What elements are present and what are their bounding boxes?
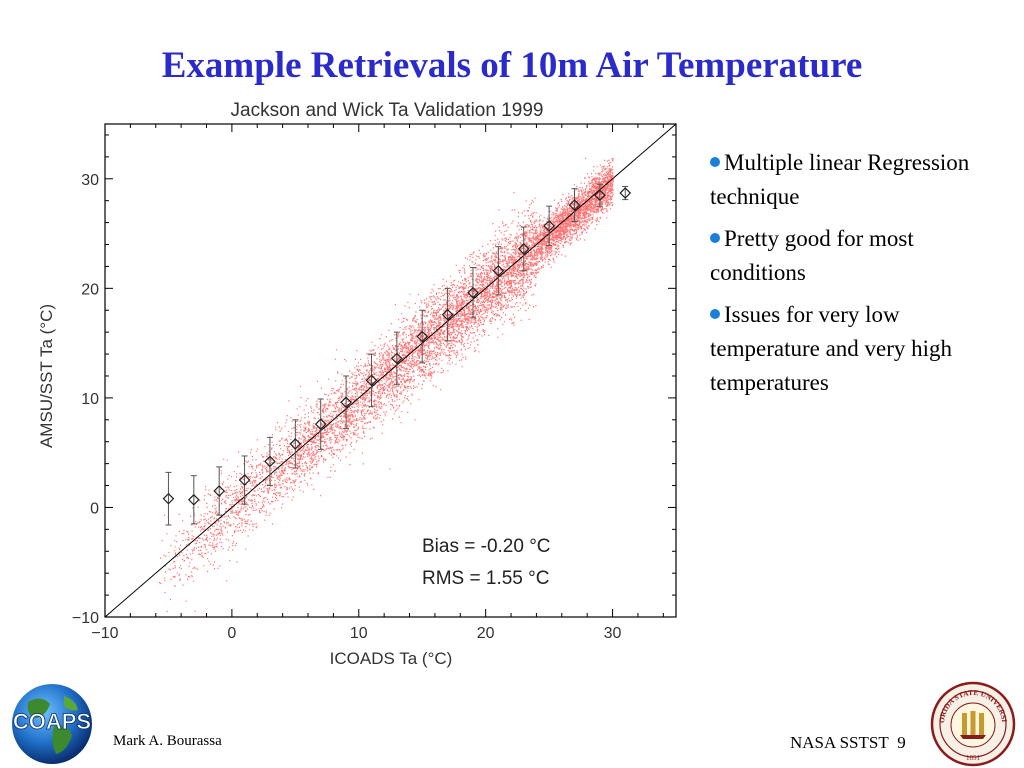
mean-marker [568, 199, 581, 211]
event-name: NASA SSTST [790, 733, 889, 752]
x-tick-label: 10 [350, 625, 368, 642]
bullet-item: Issues for very low temperature and very… [710, 298, 1010, 400]
plot-frame [104, 123, 677, 618]
mean-marker [594, 189, 606, 202]
bullet-text: Multiple linear Regression technique [710, 150, 970, 209]
bullet-list: Multiple linear Regression technique Pre… [710, 146, 1010, 408]
y-axis-label: AMSU/SST Ta (°C) [37, 304, 56, 448]
mean-marker [543, 220, 555, 232]
x-tick-label: 0 [227, 625, 236, 642]
mean-marker [492, 264, 505, 277]
mean-marker [365, 374, 378, 387]
page-number: 9 [897, 733, 906, 752]
fsu-seal: FLORIDA STATE UNIVERSITY 1851 [930, 681, 1016, 767]
mean-marker [441, 308, 454, 321]
binned-means [162, 183, 632, 526]
y-tick-label: −10 [72, 610, 99, 627]
y-tick-label: 30 [81, 172, 99, 189]
mean-marker [264, 455, 276, 468]
bullet-item: Pretty good for most conditions [710, 222, 1010, 290]
scatter-chart: Jackson and Wick Ta Validation 1999 −10 0… [37, 100, 677, 668]
mean-marker [162, 492, 175, 505]
one-to-one-line [104, 123, 677, 618]
y-tick-label: 10 [81, 391, 99, 408]
rms-annotation: RMS = 1.55 °C [422, 568, 549, 589]
mean-marker [619, 187, 632, 199]
axis-ticks: −10 0 10 20 30 −10 0 10 20 30 [72, 124, 676, 642]
mean-marker [416, 330, 429, 343]
chart-title: Jackson and Wick Ta Validation 1999 [231, 100, 544, 121]
seal-year: 1851 [966, 754, 981, 762]
mean-marker [238, 474, 251, 486]
slide-title: Example Retrievals of 10m Air Temperatur… [161, 45, 863, 86]
bullet-icon [710, 233, 720, 243]
author-name: Mark A. Bourassa [113, 733, 222, 749]
x-tick-label: −10 [91, 625, 118, 642]
x-axis-label: ICOADS Ta (°C) [330, 649, 453, 668]
mean-marker [213, 485, 226, 497]
mean-marker [517, 243, 530, 255]
mean-marker [187, 493, 200, 506]
bullet-icon [710, 309, 720, 319]
bullet-item: Multiple linear Regression technique [710, 146, 1010, 214]
bullet-text: Issues for very low temperature and very… [710, 302, 953, 395]
bias-annotation: Bias = -0.20 °C [422, 536, 551, 557]
mean-marker [314, 418, 327, 431]
mean-marker [289, 438, 302, 450]
y-tick-label: 0 [90, 500, 99, 517]
mean-marker [340, 396, 352, 409]
mean-marker [390, 352, 403, 365]
coaps-logo: COAPS [12, 684, 92, 764]
logo-text: COAPS [13, 709, 91, 734]
y-tick-label: 20 [81, 281, 99, 298]
mean-marker [467, 286, 479, 299]
bullet-text: Pretty good for most conditions [710, 226, 914, 285]
footer-right: NASA SSTST 9 [790, 733, 906, 753]
x-tick-label: 30 [604, 625, 622, 642]
bullet-icon [710, 157, 720, 167]
x-tick-label: 20 [477, 625, 495, 642]
